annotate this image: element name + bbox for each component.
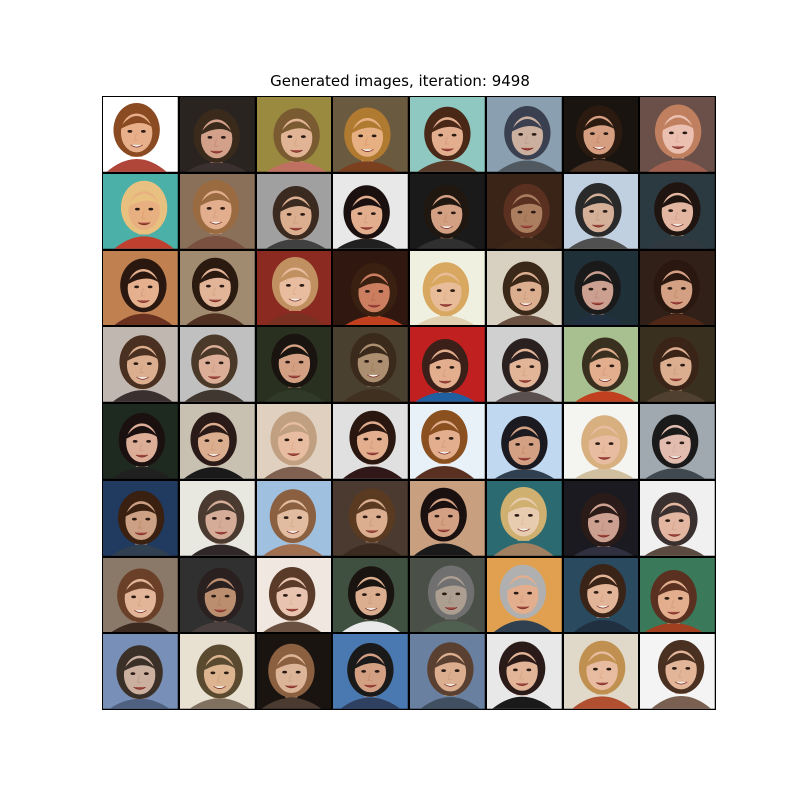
generated-face-image bbox=[410, 404, 485, 479]
generated-face-image bbox=[179, 404, 255, 479]
generated-face-image bbox=[563, 634, 639, 709]
generated-face-image bbox=[563, 480, 639, 556]
generated-face-image bbox=[640, 404, 715, 479]
plot-title: Generated images, iteration: 9498 bbox=[270, 72, 530, 90]
generated-face-image bbox=[640, 250, 715, 326]
generated-face-image bbox=[333, 634, 408, 709]
generated-face-image bbox=[179, 173, 255, 249]
generated-face-image bbox=[410, 250, 485, 326]
generated-face-image bbox=[103, 634, 178, 709]
generated-face-image bbox=[563, 173, 639, 249]
generated-face-image bbox=[640, 480, 715, 556]
generated-face-image bbox=[179, 634, 255, 709]
generated-face-image bbox=[256, 250, 332, 326]
generated-face-image bbox=[486, 557, 562, 633]
generated-face-image bbox=[103, 173, 178, 249]
generated-face-image bbox=[179, 480, 255, 556]
generated-face-image bbox=[103, 480, 178, 556]
generated-face-image bbox=[256, 634, 332, 709]
generated-face-image bbox=[333, 173, 408, 249]
generated-face-image bbox=[563, 250, 639, 326]
generated-face-image bbox=[486, 327, 562, 402]
generated-face-image bbox=[563, 557, 639, 633]
generated-face-image bbox=[333, 557, 408, 633]
generated-face-image bbox=[410, 557, 485, 633]
generated-face-image bbox=[486, 634, 562, 709]
generated-face-image bbox=[256, 97, 332, 172]
generated-face-image bbox=[410, 480, 485, 556]
generated-face-image bbox=[256, 480, 332, 556]
generated-face-image bbox=[256, 557, 332, 633]
generated-face-image bbox=[103, 327, 178, 402]
generated-face-image bbox=[333, 404, 408, 479]
generated-face-image bbox=[333, 250, 408, 326]
generated-face-image bbox=[179, 97, 255, 172]
generated-face-image bbox=[333, 480, 408, 556]
generated-face-image bbox=[103, 250, 178, 326]
generated-face-image bbox=[333, 97, 408, 172]
generated-face-image bbox=[103, 97, 178, 172]
generated-face-image bbox=[563, 327, 639, 402]
generated-face-image bbox=[410, 173, 485, 249]
generated-face-image bbox=[410, 97, 485, 172]
generated-face-image bbox=[333, 327, 408, 402]
image-grid bbox=[102, 96, 716, 710]
generated-face-image bbox=[179, 557, 255, 633]
generated-face-image bbox=[640, 327, 715, 402]
generated-face-image bbox=[486, 173, 562, 249]
generated-face-image bbox=[103, 404, 178, 479]
generated-face-image bbox=[640, 557, 715, 633]
generated-face-image bbox=[410, 327, 485, 402]
generated-face-image bbox=[256, 404, 332, 479]
generated-face-image bbox=[410, 634, 485, 709]
generated-face-image bbox=[179, 250, 255, 326]
generated-face-image bbox=[486, 250, 562, 326]
generated-face-image bbox=[103, 557, 178, 633]
generated-face-image bbox=[486, 404, 562, 479]
generated-face-image bbox=[256, 327, 332, 402]
generated-face-image bbox=[486, 480, 562, 556]
generated-face-image bbox=[640, 97, 715, 172]
generated-face-image bbox=[563, 404, 639, 479]
generated-face-image bbox=[640, 173, 715, 249]
generated-face-image bbox=[563, 97, 639, 172]
generated-face-image bbox=[179, 327, 255, 402]
generated-face-image bbox=[486, 97, 562, 172]
generated-face-image bbox=[640, 634, 715, 709]
generated-face-image bbox=[256, 173, 332, 249]
